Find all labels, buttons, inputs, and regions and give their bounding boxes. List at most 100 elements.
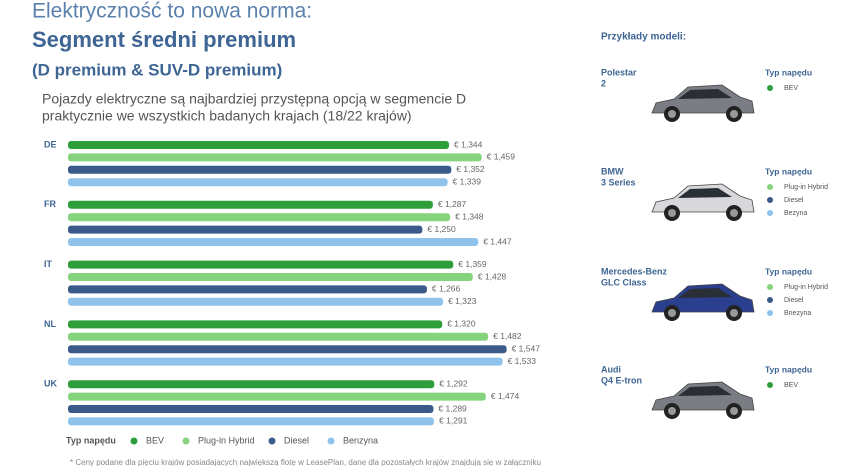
drive-dot: [767, 297, 773, 303]
value-label: € 1,474: [491, 391, 520, 401]
drive-dot: [767, 197, 773, 203]
car-hub: [730, 309, 738, 317]
legend-label: BEV: [146, 435, 164, 445]
bar: [68, 320, 443, 329]
bar: [68, 380, 435, 389]
bar: [68, 392, 486, 401]
lead-line: Pojazdy elektryczne są najbardziej przys…: [42, 91, 466, 107]
model-name: Audi: [601, 364, 621, 374]
bar: [68, 238, 479, 246]
heading: Elektryczność to nowa norma:: [32, 0, 312, 23]
bar: [68, 285, 427, 294]
drive-dot: [767, 85, 773, 91]
subtitle: (D premium & SUV-D premium): [32, 60, 282, 79]
category-label: FR: [44, 199, 56, 209]
model-name: Mercedes-Benz: [601, 266, 668, 276]
model-name: GLC Class: [601, 277, 647, 287]
value-label: € 1,320: [447, 319, 476, 329]
model-name: Polestar: [601, 67, 637, 77]
value-label: € 1,447: [483, 236, 512, 246]
value-label: € 1,323: [448, 296, 477, 306]
category-label: UK: [44, 379, 57, 389]
value-label: € 1,289: [438, 403, 467, 413]
value-label: € 1,459: [487, 152, 516, 162]
bar: [68, 297, 444, 306]
car-image: [651, 84, 755, 122]
value-label: € 1,428: [478, 271, 507, 281]
drive-label: Diesel: [784, 297, 804, 304]
drive-label: Diesel: [784, 197, 804, 204]
legend-label: Benzyna: [343, 435, 378, 445]
car-window: [678, 288, 732, 298]
models-title: Przykłady modeli:: [601, 32, 686, 43]
legend-dot: [268, 437, 276, 445]
bar: [68, 345, 507, 354]
drive-dot: [767, 184, 773, 190]
bar: [68, 332, 489, 341]
car-body: [651, 283, 755, 313]
car-body: [651, 183, 755, 213]
model-name: 3 Series: [601, 177, 636, 187]
value-label: € 1,547: [512, 343, 541, 353]
bar: [68, 178, 448, 187]
legend-dot: [130, 437, 138, 445]
car-hub: [668, 407, 676, 415]
bar: [68, 200, 433, 209]
drive-dot: [767, 382, 773, 388]
value-label: € 1,344: [454, 139, 483, 149]
drive-label: Bnezyna: [784, 310, 811, 317]
category-label: IT: [44, 259, 53, 269]
car-hub: [730, 407, 738, 415]
model-name: 2: [601, 78, 606, 88]
bar: [68, 225, 423, 234]
model-name: BMW: [601, 166, 624, 176]
car-body: [651, 381, 755, 411]
legend-label: Plug-in Hybrid: [198, 435, 255, 445]
bar: [68, 165, 452, 174]
car-image: [651, 183, 755, 221]
value-label: € 1,533: [508, 356, 537, 366]
category-label: DE: [44, 139, 57, 149]
car-hub: [730, 110, 738, 118]
car-image: [651, 283, 755, 321]
model-name: Q4 E-tron: [601, 375, 642, 385]
bar: [68, 417, 434, 426]
bar: [68, 213, 451, 222]
legend-label: Diesel: [284, 435, 309, 445]
value-label: € 1,291: [439, 416, 468, 426]
value-label: € 1,482: [493, 331, 522, 341]
car-image: [651, 381, 755, 419]
drive-title: Typ napędu: [765, 166, 812, 176]
drive-label: Plug-in Hybrid: [784, 184, 828, 191]
drive-title: Typ napędu: [765, 67, 812, 77]
car-hub: [730, 209, 738, 217]
category-label: NL: [44, 319, 56, 329]
drive-title: Typ napędu: [765, 266, 812, 276]
bar: [68, 357, 503, 366]
drive-label: Bezyna: [784, 210, 807, 217]
value-label: € 1,359: [458, 259, 487, 269]
drive-label: BEV: [784, 382, 798, 389]
footnote: * Ceny podane dla pięciu krajów posiadaj…: [70, 458, 541, 466]
legend-title: Typ napędu: [66, 435, 116, 445]
value-label: € 1,250: [427, 224, 456, 234]
drive-dot: [767, 284, 773, 290]
title: Segment średni premium: [32, 27, 296, 52]
value-label: € 1,292: [439, 378, 468, 388]
bar: [68, 273, 473, 281]
value-label: € 1,352: [456, 164, 485, 174]
car-hub: [668, 309, 676, 317]
value-label: € 1,348: [455, 211, 484, 221]
car-hub: [668, 110, 676, 118]
drive-dot: [767, 210, 773, 216]
value-label: € 1,266: [432, 284, 461, 294]
value-label: € 1,287: [438, 199, 467, 209]
drive-label: BEV: [784, 85, 798, 92]
bar: [68, 405, 434, 413]
drive-title: Typ napędu: [765, 364, 812, 374]
value-label: € 1,339: [453, 176, 482, 186]
car-window: [678, 188, 732, 198]
lead-line: praktycznie we wszystkich badanych kraja…: [42, 108, 412, 124]
car-hub: [668, 209, 676, 217]
